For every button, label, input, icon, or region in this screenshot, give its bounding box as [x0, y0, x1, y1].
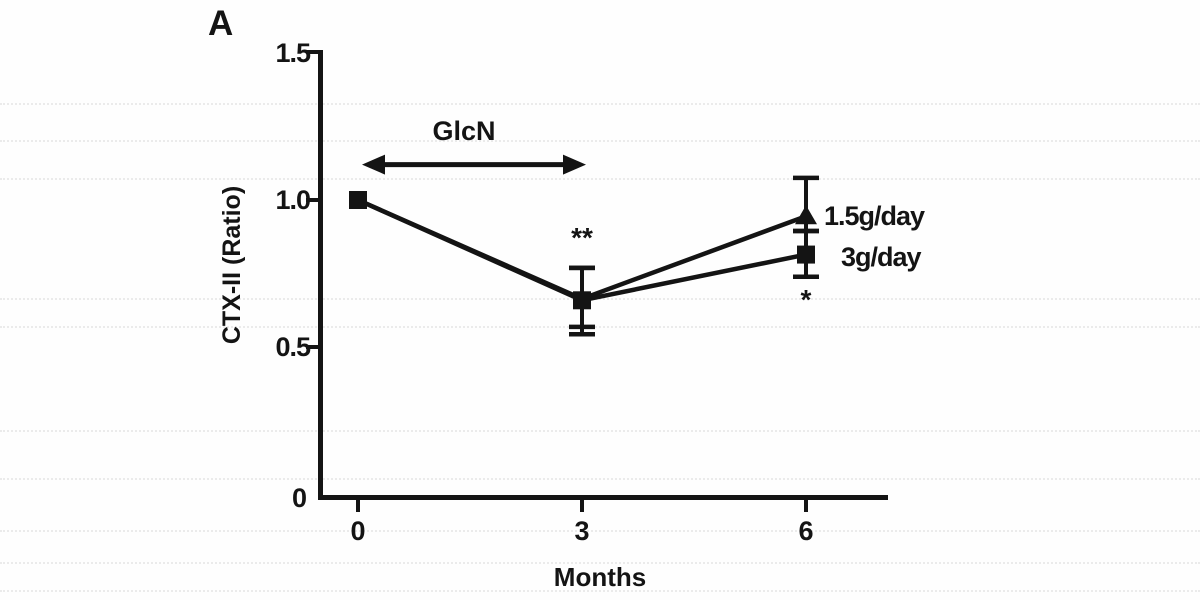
- artifact-line: [0, 326, 1200, 328]
- artifact-line: [0, 103, 1200, 105]
- panel-label: A: [208, 4, 234, 43]
- y-tick-0.5: [306, 345, 319, 349]
- x-tick-label: 3: [574, 516, 590, 546]
- x-tick-0: [356, 500, 360, 512]
- x-tick-label: 0: [350, 516, 366, 546]
- x-axis-line: [318, 495, 888, 500]
- significance-marker-month6: *: [800, 284, 812, 315]
- artifact-line: [0, 530, 1200, 532]
- y-tick-1.0: [306, 198, 319, 202]
- artifact-line: [0, 478, 1200, 480]
- y-axis-line: [318, 50, 323, 498]
- y-tick-label: 0.5: [275, 332, 311, 362]
- y-tick-label: 1.0: [275, 185, 311, 215]
- x-tick-3: [580, 500, 584, 512]
- x-axis-title: Months: [553, 562, 647, 592]
- artifact-line: [0, 140, 1200, 142]
- x-tick-label: 6: [798, 516, 814, 546]
- x-tick-6: [804, 500, 808, 512]
- series-label-1.5g-day: 1.5g/day: [824, 201, 925, 231]
- series-label-3g-day: 3g/day: [841, 242, 922, 272]
- y-tick-label: 0: [291, 483, 307, 513]
- artifact-line: [0, 298, 1200, 300]
- y-tick-label: 1.5: [275, 38, 311, 68]
- artifact-line: [0, 178, 1200, 180]
- artifact-line: [0, 430, 1200, 432]
- artifact-line: [0, 562, 1200, 564]
- significance-marker-month3: **: [571, 222, 593, 253]
- glcn-annotation-label: GlcN: [432, 116, 496, 146]
- artifact-line: [0, 590, 1200, 592]
- y-tick-1.5: [306, 50, 319, 54]
